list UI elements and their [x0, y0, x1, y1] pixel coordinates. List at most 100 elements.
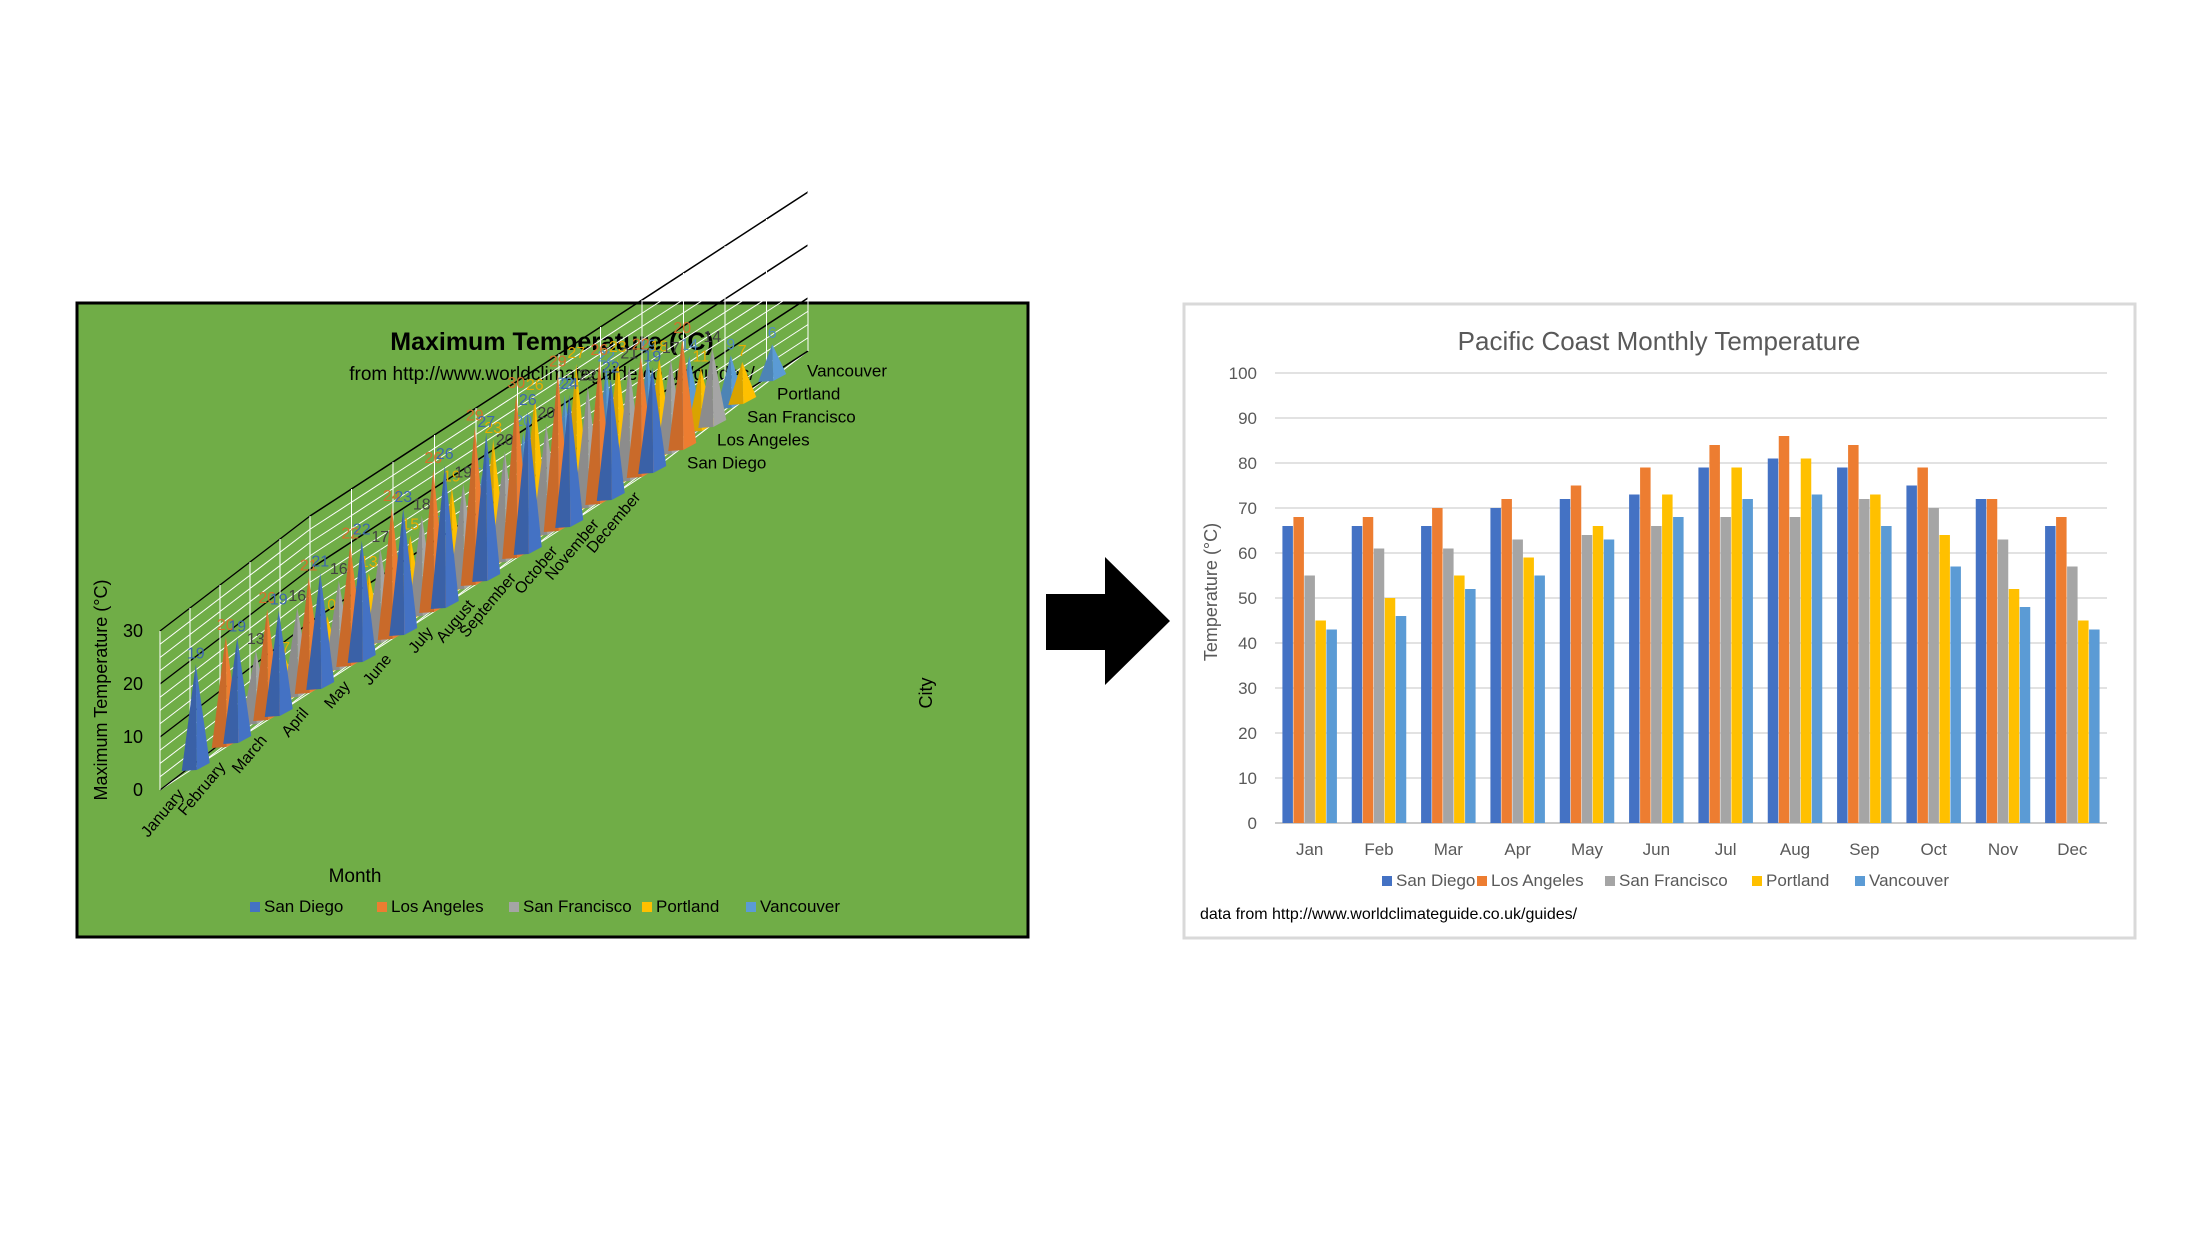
right-x-tick-label: Oct	[1920, 840, 1947, 859]
right-bar	[1443, 548, 1454, 823]
right-bar	[1975, 499, 1987, 823]
right-bar	[1640, 467, 1651, 823]
left-chart-background	[75, 301, 1030, 939]
left-cone-data-label: 26	[519, 392, 537, 409]
left-cone-shade	[543, 372, 559, 532]
left-cone-data-label: 19	[187, 645, 205, 662]
left-cone-shade	[638, 367, 654, 474]
left-cone-shade	[181, 664, 197, 771]
left-cone-data-label: 23	[394, 489, 412, 506]
right-x-tick-label: Apr	[1504, 840, 1531, 859]
right-x-tick-label: Mar	[1434, 840, 1464, 859]
left-legend-swatch	[642, 902, 652, 912]
right-bar	[1906, 485, 1917, 823]
right-bar	[1778, 436, 1790, 823]
right-bar	[1731, 467, 1742, 823]
left-cone	[610, 378, 625, 500]
left-cone-data-label: 24	[560, 376, 578, 393]
left-cone-shade	[555, 394, 571, 528]
right-bar	[1501, 499, 1512, 823]
right-bar	[1293, 517, 1304, 823]
left-legend-swatch	[746, 902, 756, 912]
right-bar	[1373, 548, 1385, 823]
right-chart-title: Pacific Coast Monthly Temperature	[1458, 326, 1861, 356]
left-cone-data-label: 20	[496, 432, 514, 449]
right-bar	[2056, 517, 2067, 823]
right-bar	[2045, 526, 2056, 823]
right-bar	[1581, 535, 1593, 823]
right-bar	[1720, 517, 1731, 823]
left-cone-data-label: 16	[288, 588, 306, 605]
right-bar	[1870, 494, 1881, 823]
left-cone-shade	[347, 540, 363, 663]
right-bar	[1837, 467, 1848, 823]
left-cone-data-label: 21	[311, 554, 329, 571]
right-legend-swatch	[1605, 876, 1615, 886]
right-x-tick-label: Nov	[1988, 840, 2019, 859]
left-cone-data-label: 17	[371, 529, 389, 546]
left-legend-label: Vancouver	[760, 897, 840, 916]
left-cone-data-label: 22	[341, 525, 359, 542]
right-chart-clustered-bar: Pacific Coast Monthly Temperature Temper…	[1182, 302, 2137, 940]
left-cone	[320, 572, 335, 689]
right-x-tick-label: Aug	[1780, 840, 1810, 859]
left-cone-data-label: 11	[692, 349, 709, 366]
right-bar	[1767, 458, 1779, 823]
left-cone-data-label: 30	[507, 375, 525, 392]
right-legend-label: San Diego	[1396, 871, 1475, 890]
left-cone-data-label: 22	[353, 521, 371, 538]
right-bar	[1673, 517, 1684, 823]
left-cone-data-label: 16	[330, 561, 348, 578]
left-city-tick-label: Vancouver	[807, 362, 887, 381]
left-y-tick-label: 30	[123, 621, 143, 641]
right-bar	[1559, 499, 1571, 823]
left-legend-swatch	[377, 902, 387, 912]
left-cone-shade	[585, 361, 601, 505]
right-y-tick-label: 50	[1238, 589, 1257, 608]
left-cone	[237, 637, 252, 743]
left-legend: San Diego Los Angeles San Francisco Portlan…	[250, 897, 840, 916]
left-cone	[772, 344, 787, 381]
left-y-ticks: 0 10 20 30	[123, 621, 143, 800]
right-x-tick-label: Feb	[1364, 840, 1393, 859]
right-y-tick-label: 90	[1238, 409, 1257, 428]
left-cone-data-label: 24	[383, 488, 401, 505]
right-bar	[1592, 526, 1604, 823]
right-bar	[1282, 526, 1293, 823]
left-cone-data-label: 22	[556, 375, 574, 392]
left-cone-data-label: 7	[738, 343, 747, 360]
right-bar	[1986, 499, 1998, 823]
right-x-ticks: Jan Feb Mar Apr May Jun Jul Aug Sep Oct Nov Dec	[1296, 840, 2088, 859]
right-bar	[1512, 539, 1523, 823]
left-cone-shade	[502, 394, 518, 559]
right-y-tick-label: 60	[1238, 544, 1257, 563]
right-bar	[1304, 575, 1315, 823]
left-cone	[742, 361, 757, 404]
right-bar	[1997, 539, 2009, 823]
right-legend-label: Portland	[1766, 871, 1829, 890]
right-x-tick-label: Sep	[1849, 840, 1879, 859]
left-legend-label: Portland	[656, 897, 719, 916]
left-cone-data-label: 29	[549, 353, 567, 370]
right-x-tick-label: May	[1571, 840, 1604, 859]
left-cone-data-label: 20	[217, 617, 235, 634]
right-arrow-icon	[1046, 557, 1170, 685]
left-cone-shade	[430, 465, 446, 609]
left-cone	[712, 347, 727, 427]
right-bar	[1698, 467, 1709, 823]
left-side-wall-gridline	[159, 555, 311, 672]
left-city-ticks: San Diego Los Angeles San Francisco Portlan…	[687, 362, 887, 473]
right-y-tick-label: 0	[1248, 814, 1257, 833]
left-cone-data-label: 26	[424, 450, 442, 467]
right-legend-swatch	[1752, 876, 1762, 886]
left-cone	[403, 508, 418, 635]
left-city-tick-label: San Diego	[687, 454, 766, 473]
right-bar	[2089, 629, 2100, 823]
right-bar	[1859, 499, 1870, 823]
right-y-tick-label: 10	[1238, 769, 1257, 788]
left-cone-shade	[472, 432, 488, 582]
right-y-tick-label: 40	[1238, 634, 1257, 653]
left-cone-shade	[626, 355, 642, 478]
left-cone-shade	[306, 572, 322, 690]
right-bar	[1742, 499, 1753, 823]
